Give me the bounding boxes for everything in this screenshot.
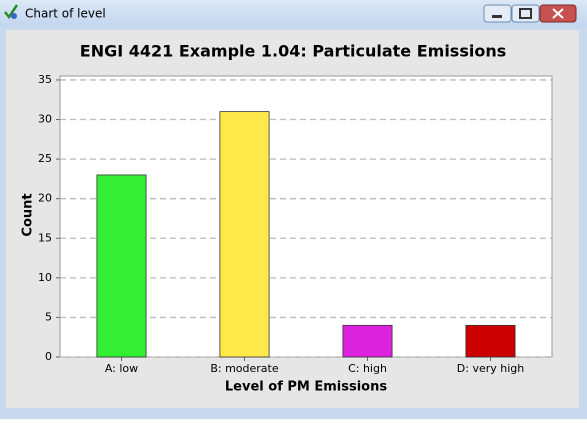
x-tick-label: B: moderate (210, 362, 279, 375)
window-title: Chart of level (25, 7, 106, 21)
y-tick-label: 10 (38, 271, 52, 284)
window-icon (4, 4, 19, 20)
bar (465, 324, 516, 358)
y-tick-label: 5 (45, 310, 52, 323)
bar (342, 324, 393, 358)
minimize-button[interactable] (483, 4, 512, 23)
y-tick-label: 0 (45, 350, 52, 363)
x-axis-label: Level of PM Emissions (225, 380, 387, 395)
close-button[interactable] (539, 4, 577, 23)
bar (96, 174, 147, 358)
y-tick-label: 15 (38, 231, 52, 244)
y-tick-label: 25 (38, 152, 52, 165)
y-tick-label: 20 (38, 192, 52, 205)
y-tick-label: 30 (38, 113, 52, 126)
y-axis-label: Count (21, 193, 36, 236)
x-tick-label: A: low (105, 362, 138, 375)
maximize-button[interactable] (511, 4, 540, 23)
y-tick-label: 35 (38, 73, 52, 86)
x-tick-label: D: very high (457, 362, 524, 375)
x-tick-label: C: high (348, 362, 387, 375)
chart-title: ENGI 4421 Example 1.04: Particulate Emis… (80, 42, 506, 61)
bar (219, 111, 270, 358)
